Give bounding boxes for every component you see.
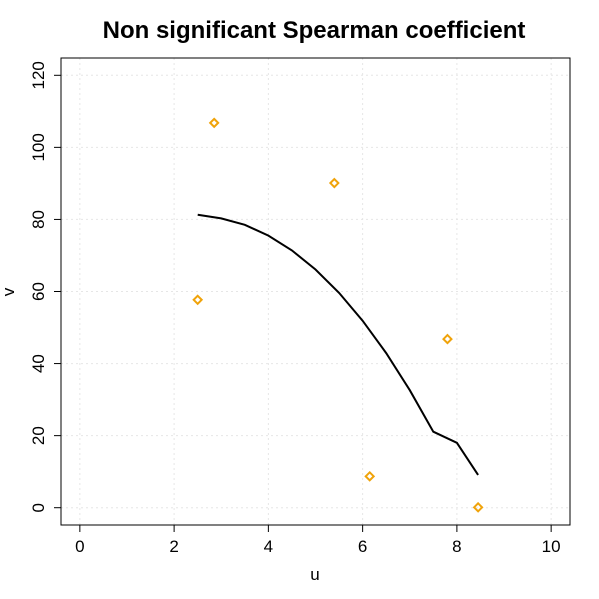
y-axis: 0 20 40 60 80 100 120	[29, 61, 61, 512]
chart-title: Non significant Spearman coefficient	[103, 17, 526, 44]
x-tick-label: 8	[452, 537, 461, 556]
x-axis: 0 2 4 6 8 10	[75, 525, 561, 556]
x-tick-label: 4	[264, 537, 273, 556]
fit-curve-layer	[197, 213, 479, 476]
grid	[61, 58, 570, 525]
data-point	[208, 117, 220, 129]
data-point	[442, 333, 453, 345]
y-tick-label: 0	[29, 503, 48, 512]
y-tick-label: 100	[29, 133, 48, 161]
y-tick-label: 120	[29, 61, 48, 89]
data-point	[472, 501, 484, 513]
x-tick-label: 2	[169, 537, 178, 556]
data-point	[192, 294, 204, 306]
data-point	[364, 470, 376, 482]
y-tick-label: 20	[29, 426, 48, 445]
x-axis-label: u	[310, 565, 319, 584]
fit-curve	[197, 213, 479, 476]
y-tick-label: 40	[29, 354, 48, 373]
x-tick-label: 0	[75, 537, 84, 556]
y-axis-label: v	[0, 287, 18, 296]
x-tick-label: 6	[358, 537, 367, 556]
y-tick-label: 60	[29, 282, 48, 301]
x-tick-label: 10	[542, 537, 561, 556]
data-point	[328, 177, 340, 189]
y-tick-label: 80	[29, 210, 48, 229]
points-layer	[192, 117, 484, 513]
